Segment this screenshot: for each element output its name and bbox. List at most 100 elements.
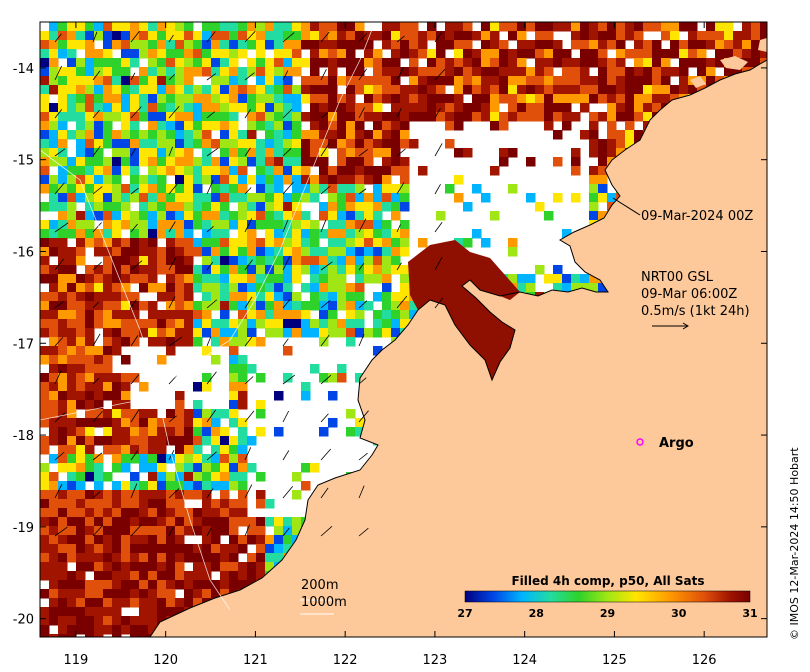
sst-pixel (337, 229, 347, 239)
sst-pixel (175, 256, 185, 266)
sst-pixel (157, 85, 167, 95)
sst-pixel (148, 274, 158, 284)
sst-pixel (202, 571, 212, 581)
sst-pixel (229, 580, 239, 590)
sst-pixel (427, 49, 437, 59)
sst-pixel (454, 121, 464, 131)
sst-pixel (400, 85, 410, 95)
sst-pixel (166, 112, 176, 122)
sst-pixel (184, 418, 194, 428)
sst-pixel (643, 103, 653, 113)
sst-pixel (382, 310, 392, 320)
sst-pixel (526, 112, 536, 122)
sst-pixel (517, 94, 527, 104)
sst-pixel (625, 67, 635, 77)
sst-pixel (139, 85, 149, 95)
sst-pixel (130, 148, 140, 158)
sst-pixel (76, 481, 86, 491)
sst-pixel (202, 85, 212, 95)
sst-pixel (247, 31, 257, 41)
sst-pixel (355, 238, 365, 248)
sst-pixel (67, 220, 77, 230)
sst-pixel (544, 103, 554, 113)
sst-pixel (553, 265, 563, 275)
sst-pixel (265, 319, 275, 329)
sst-pixel (121, 616, 131, 626)
sst-pixel (40, 481, 50, 491)
sst-pixel (229, 238, 239, 248)
nrt-source-label: NRT00 GSL (641, 270, 714, 285)
sst-pixel (58, 67, 68, 77)
sst-pixel (103, 94, 113, 104)
sst-pixel (157, 337, 167, 347)
sst-pixel (85, 94, 95, 104)
sst-pixel (202, 121, 212, 131)
sst-pixel (418, 67, 428, 77)
velocity-vector (358, 148, 369, 157)
sst-pixel (499, 148, 509, 158)
sst-pixel (418, 76, 428, 86)
sst-pixel (49, 616, 59, 626)
velocity-vector (130, 483, 138, 499)
velocity-vector (244, 336, 253, 347)
sst-pixel (112, 148, 122, 158)
sst-pixel (175, 328, 185, 338)
sst-pixel (229, 454, 239, 464)
sst-pixel (508, 112, 518, 122)
sst-pixel (247, 364, 257, 374)
sst-pixel (355, 175, 365, 185)
sst-pixel (337, 373, 347, 383)
velocity-vector (130, 335, 139, 347)
sst-pixel (220, 553, 230, 563)
sst-pixel (256, 22, 266, 32)
sst-pixel (562, 103, 572, 113)
sst-pixel (202, 103, 212, 113)
sst-pixel (265, 85, 275, 95)
sst-pixel (292, 526, 302, 536)
sst-pixel (220, 481, 230, 491)
sst-pixel (319, 274, 329, 284)
sst-pixel (490, 67, 500, 77)
sst-pixel (202, 247, 212, 257)
sst-pixel (193, 553, 203, 563)
sst-pixel (292, 112, 302, 122)
sst-pixel (157, 544, 167, 554)
sst-pixel (112, 328, 122, 338)
lat-tick-label: -16 (13, 245, 34, 260)
sst-pixel (229, 517, 239, 527)
sst-pixel (229, 256, 239, 266)
sst-pixel (400, 247, 410, 257)
sst-pixel (400, 310, 410, 320)
sst-pixel (175, 418, 185, 428)
sst-pixel (364, 103, 374, 113)
sst-pixel (283, 58, 293, 68)
sst-pixel (409, 94, 419, 104)
sst-pixel (184, 427, 194, 437)
sst-pixel (238, 85, 248, 95)
sst-pixel (292, 148, 302, 158)
sst-pixel (184, 445, 194, 455)
sst-pixel (139, 409, 149, 419)
sst-pixel (238, 166, 248, 176)
sst-pixel (319, 148, 329, 158)
sst-pixel (202, 418, 212, 428)
sst-pixel (58, 220, 68, 230)
sst-pixel (58, 616, 68, 626)
sst-pixel (112, 139, 122, 149)
sst-pixel (112, 58, 122, 68)
sst-pixel (292, 121, 302, 131)
sst-pixel (571, 166, 581, 176)
velocity-vector (206, 371, 217, 385)
sst-pixel (193, 265, 203, 275)
sst-pixel (436, 103, 446, 113)
sst-pixel (58, 499, 68, 509)
sst-pixel (256, 58, 266, 68)
sst-pixel (229, 418, 239, 428)
sst-pixel (580, 103, 590, 113)
sst-pixel (103, 256, 113, 266)
sst-pixel (382, 175, 392, 185)
sst-pixel (274, 319, 284, 329)
sst-pixel (157, 112, 167, 122)
sst-pixel (337, 301, 347, 311)
sst-pixel (625, 31, 635, 41)
